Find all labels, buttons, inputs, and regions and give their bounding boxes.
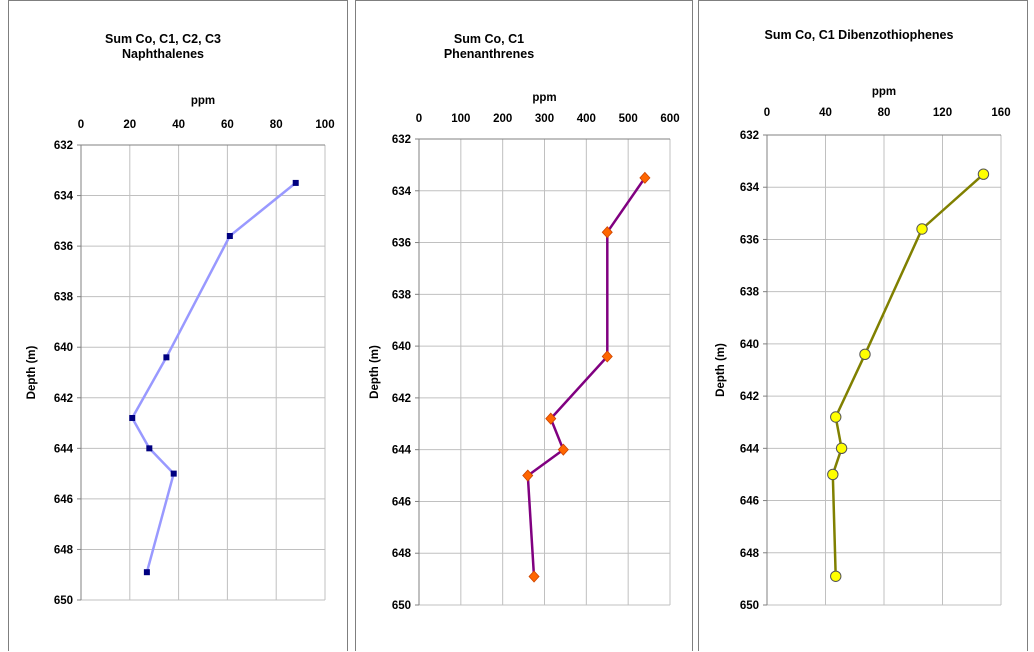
y-tick-label: 642 (54, 393, 73, 405)
x-axis-label: ppm (872, 86, 896, 98)
x-tick-label: 400 (577, 113, 596, 125)
data-point-marker (830, 411, 842, 423)
y-tick-label: 638 (392, 289, 412, 301)
data-point-marker (163, 354, 170, 361)
x-tick-label: 40 (172, 119, 185, 131)
y-tick-label: 640 (392, 341, 411, 353)
y-tick-label: 644 (392, 445, 412, 457)
data-point-marker (545, 412, 557, 425)
y-tick-label: 634 (392, 186, 412, 198)
chart-panel-dibenzothiophenes: Sum Co, C1 Dibenzothiophenes ppm 0 40 80 120 1… (698, 0, 1028, 651)
y-tick-label: 648 (54, 544, 74, 556)
y-tick-label: 640 (54, 342, 73, 354)
data-point-marker (226, 233, 233, 239)
y-tick-label: 632 (740, 130, 759, 142)
y-axis-label: Depth (m) (369, 345, 381, 399)
x-tick-label: 20 (123, 119, 136, 131)
y-tick-label: 650 (740, 600, 759, 612)
chart-svg-dibenzothiophenes: Sum Co, C1 Dibenzothiophenes ppm 0 40 80 120 1… (715, 28, 1011, 612)
y-tick-label: 644 (54, 443, 74, 455)
y-tick-label: 646 (54, 494, 73, 506)
x-tick-label: 0 (764, 107, 770, 119)
data-point-marker (827, 468, 839, 481)
y-tick-label: 650 (54, 595, 73, 607)
data-point-marker (601, 226, 613, 239)
chart-panel-naphthalenes: Sum Co, C1, C2, C3 Naphthalenes ppm 0 20 40 60… (8, 0, 348, 651)
chart-panel-phenanthrenes: Sum Co, C1 Phenanthrenes ppm 0 100 200 300 400 5… (355, 0, 693, 651)
x-tick-label: 100 (315, 119, 334, 131)
x-tick-label: 0 (416, 113, 422, 125)
y-axis-label: Depth (m) (26, 346, 38, 400)
data-point-marker (170, 470, 177, 477)
y-tick-label: 648 (392, 548, 412, 560)
y-tick-label: 642 (740, 391, 759, 403)
y-tick-label: 636 (54, 241, 73, 253)
data-point-marker (835, 442, 848, 455)
y-tick-label: 644 (740, 443, 760, 455)
x-tick-label: 300 (535, 113, 554, 125)
y-tick-label: 634 (54, 191, 74, 203)
x-tick-label: 60 (221, 119, 234, 131)
y-tick-label: 632 (392, 134, 411, 146)
series-line (831, 173, 985, 577)
x-tick-label: 80 (878, 107, 891, 119)
x-tick-label: 0 (78, 119, 84, 131)
data-point-marker (557, 443, 569, 456)
data-point-marker (528, 570, 540, 583)
chart-title-line-1: Sum Co, C1, C2, C3 (105, 32, 221, 46)
y-tick-label: 632 (54, 140, 73, 152)
chart-title-line-2: Phenanthrenes (444, 47, 534, 61)
x-tick-label: 600 (660, 113, 679, 125)
y-tick-label: 650 (392, 600, 411, 612)
y-tick-label: 642 (392, 393, 411, 405)
data-point-marker (830, 570, 842, 582)
x-tick-label: 100 (451, 113, 470, 125)
data-point-marker (977, 168, 990, 180)
y-tick-label: 646 (740, 496, 759, 508)
chart-title-line-1: Sum Co, C1 (454, 32, 524, 46)
data-point-marker (146, 445, 153, 452)
y-tick-label: 638 (740, 287, 760, 299)
y-tick-label: 636 (740, 234, 759, 246)
x-tick-label: 500 (619, 113, 638, 125)
data-point-marker (522, 469, 534, 482)
y-tick-label: 634 (740, 182, 760, 194)
data-point-marker (859, 348, 871, 361)
x-axis-label: ppm (532, 92, 556, 104)
x-tick-label: 120 (933, 107, 952, 119)
x-tick-label: 160 (991, 107, 1010, 119)
x-axis-label: ppm (191, 95, 215, 107)
data-point-marker (129, 415, 136, 421)
series-line (130, 181, 297, 573)
y-tick-label: 640 (740, 339, 759, 351)
y-tick-label: 636 (392, 238, 411, 250)
x-tick-label: 200 (493, 113, 512, 125)
data-point-marker (916, 223, 928, 235)
y-tick-label: 638 (54, 292, 74, 304)
x-tick-label: 40 (819, 107, 832, 119)
y-tick-label: 646 (392, 496, 411, 508)
chart-title-line-1: Sum Co, C1 Dibenzothiophenes (765, 28, 954, 42)
data-point-marker (601, 350, 613, 363)
y-axis-label: Depth (m) (715, 343, 727, 397)
y-tick-label: 648 (740, 548, 760, 560)
data-point-marker (639, 171, 651, 184)
x-tick-label: 80 (270, 119, 283, 131)
chart-title-line-2: Naphthalenes (122, 47, 204, 61)
data-point-marker (292, 179, 299, 186)
data-point-marker (143, 569, 150, 576)
